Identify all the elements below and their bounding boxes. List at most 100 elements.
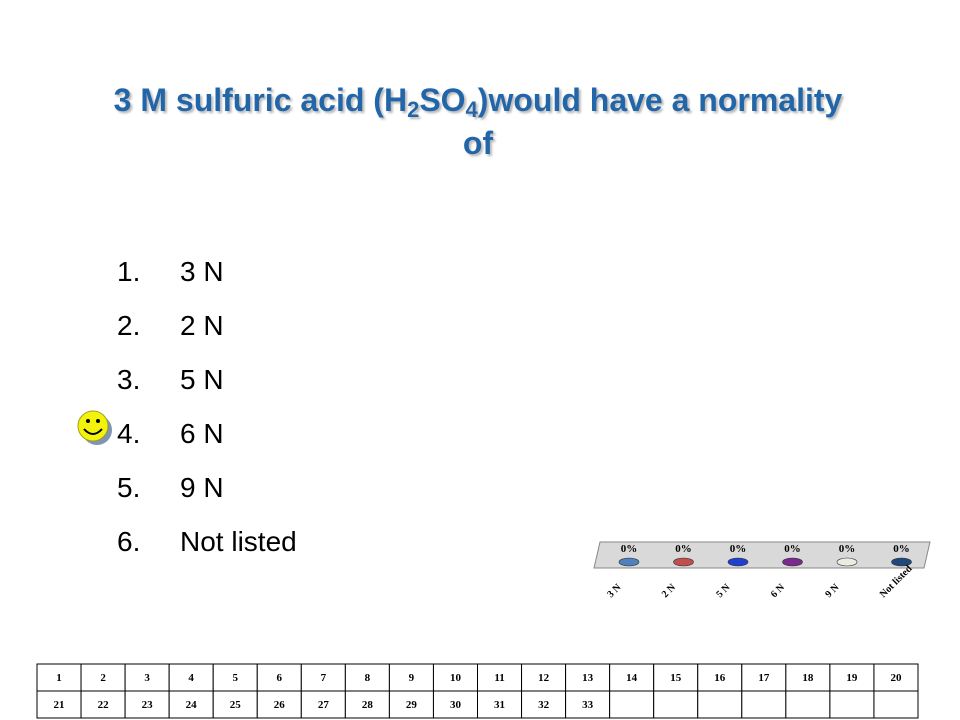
option-number: 1. xyxy=(117,256,140,287)
subscript: 2 xyxy=(407,97,419,122)
cell-text: 9 xyxy=(409,672,415,684)
bar-cap xyxy=(673,557,694,567)
cell-text: 23 xyxy=(142,699,154,711)
table-cell xyxy=(565,690,611,719)
option-number: 3. xyxy=(117,364,140,395)
value-label: 0% xyxy=(893,543,910,555)
option-text: 2 N xyxy=(180,310,224,341)
table-cell xyxy=(300,690,346,719)
cell-text: 32 xyxy=(538,699,550,711)
option-text: 5 N xyxy=(180,364,224,395)
cell-text: 25 xyxy=(230,699,242,711)
option-text: Not listed xyxy=(180,526,297,557)
cell-text: 12 xyxy=(538,672,550,684)
category-label: Not listed xyxy=(878,563,915,600)
table-cell xyxy=(609,663,655,692)
option-number: 5. xyxy=(117,472,140,503)
cell-text: 16 xyxy=(714,672,726,684)
bar-cap xyxy=(891,557,912,567)
title-text: )would have a normality xyxy=(478,82,843,118)
title-line-2: of xyxy=(463,125,494,161)
cell-text: 2 xyxy=(100,672,106,684)
table-cell xyxy=(477,690,523,719)
bar-cap xyxy=(727,557,749,567)
cell-text: 29 xyxy=(406,699,418,711)
table-cell xyxy=(432,690,479,719)
cell-text: 22 xyxy=(98,699,110,711)
cell-text: 20 xyxy=(890,672,902,684)
smiley xyxy=(77,410,112,445)
option-number: 6. xyxy=(117,526,140,557)
bar-cap xyxy=(618,557,640,567)
cell-text: 1 xyxy=(56,672,62,684)
table-cell xyxy=(168,690,214,719)
cell-text: 8 xyxy=(365,672,371,684)
table-cell xyxy=(565,663,611,692)
cell-text: 26 xyxy=(274,699,286,711)
value-label: 0% xyxy=(839,543,856,555)
cell-text: 15 xyxy=(670,672,682,684)
cell-text: 28 xyxy=(362,699,374,711)
table-cell xyxy=(697,690,743,719)
cell-text: 13 xyxy=(582,672,594,684)
category-label: 3 N xyxy=(605,581,624,600)
bar-cap xyxy=(782,557,803,567)
cell-text: 30 xyxy=(450,699,462,711)
bar-cap xyxy=(836,557,858,567)
cell-text: 24 xyxy=(186,699,198,711)
cell-text: 14 xyxy=(626,672,638,684)
option-number: 4. xyxy=(117,418,140,449)
value-label: 0% xyxy=(730,543,747,555)
table-cell xyxy=(477,663,523,692)
cell-text: 10 xyxy=(450,672,462,684)
cell-text: 31 xyxy=(494,699,505,711)
table-cell xyxy=(653,663,699,692)
cell-text: 3 xyxy=(144,672,150,684)
category-label: 6 N xyxy=(769,581,788,600)
cell-text: 19 xyxy=(846,672,858,684)
cell-text: 27 xyxy=(318,699,330,711)
subscript: 4 xyxy=(466,97,479,122)
chart-floor xyxy=(593,541,931,569)
table-cell xyxy=(741,690,787,719)
option-text: 9 N xyxy=(180,472,224,503)
value-label: 0% xyxy=(675,543,692,555)
table-cell xyxy=(344,690,390,719)
value-label: 0% xyxy=(621,543,638,555)
table-cell xyxy=(829,663,875,692)
category-label: 2 N xyxy=(660,581,679,600)
title-line-1: 3 M sulfuric acid (H2SO4)would have a no… xyxy=(114,82,843,122)
cell-text: 17 xyxy=(758,672,770,684)
table-cell xyxy=(785,690,831,719)
table-cell xyxy=(873,690,919,719)
table-cell xyxy=(212,690,258,719)
table-cell xyxy=(873,663,919,692)
table-cell xyxy=(388,690,434,719)
option-number: 2. xyxy=(117,310,140,341)
table-cell xyxy=(388,663,434,692)
cell-text: 5 xyxy=(232,672,238,684)
category-label: 9 N xyxy=(823,581,842,600)
table-cell xyxy=(256,663,302,692)
table-cell xyxy=(344,663,390,692)
cell-text: 18 xyxy=(802,672,814,684)
option-text: 6 N xyxy=(180,418,224,449)
cell-text: 7 xyxy=(321,672,327,684)
table-cell xyxy=(785,663,831,692)
title: 3 M sulfuric acid (H2SO4)would have a no… xyxy=(114,82,843,161)
table-cell xyxy=(829,690,875,719)
cell-text: 4 xyxy=(188,672,194,684)
table-cell xyxy=(653,690,699,719)
title-text: 3 M sulfuric acid (H xyxy=(114,82,407,118)
cell-text: 11 xyxy=(494,672,504,684)
title-text: SO xyxy=(419,82,465,118)
table-cell xyxy=(521,690,567,719)
option-text: 3 N xyxy=(180,256,224,287)
cell-text: 33 xyxy=(582,699,594,711)
cell-text: 6 xyxy=(277,672,283,684)
table-cell xyxy=(300,663,346,692)
table-cell xyxy=(609,690,655,719)
value-label: 0% xyxy=(784,543,801,555)
cell-text: 21 xyxy=(54,699,65,711)
